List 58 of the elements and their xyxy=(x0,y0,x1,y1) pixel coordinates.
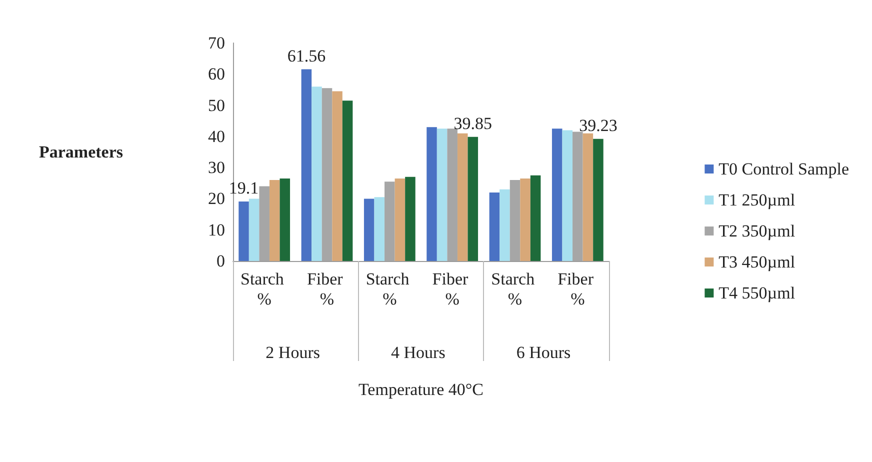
bar xyxy=(500,189,510,261)
y-tick-label: 50 xyxy=(208,96,225,115)
data-label: 39.85 xyxy=(454,114,492,133)
y-tick-label: 70 xyxy=(208,34,225,52)
bar xyxy=(447,128,458,261)
bar xyxy=(552,128,562,261)
legend-label: T1 250µml xyxy=(718,190,796,210)
bar xyxy=(593,138,604,261)
bar xyxy=(269,180,280,261)
y-tick-label: 20 xyxy=(208,189,225,208)
legend-label: T0 Control Sample xyxy=(718,160,850,178)
text: 4 Hours xyxy=(391,343,446,362)
bar xyxy=(248,198,260,261)
y-tick-label: 40 xyxy=(208,126,225,146)
legend-label: T4 550µml xyxy=(718,284,796,302)
x-tick-label: Starch % xyxy=(366,270,414,308)
data-label: 19.1 xyxy=(228,178,259,198)
y-tick-label: 30 xyxy=(208,158,225,178)
text: 6 Hours xyxy=(516,343,571,362)
bar xyxy=(582,133,594,261)
legend-label: T3 450µml xyxy=(718,252,796,272)
bar xyxy=(238,202,249,261)
bar xyxy=(457,133,468,261)
bar xyxy=(572,132,583,261)
bar xyxy=(520,178,530,261)
bar xyxy=(436,128,448,261)
y-tick-label: 60 xyxy=(208,64,225,84)
bar xyxy=(322,88,332,261)
bar xyxy=(301,69,312,261)
bar xyxy=(259,186,270,261)
bar xyxy=(530,175,541,261)
bar xyxy=(468,136,478,261)
bar xyxy=(510,180,520,261)
bar xyxy=(332,91,342,261)
bar xyxy=(384,182,395,261)
x-tick-label: Fiber % xyxy=(558,270,598,308)
y-tick-label: 10 xyxy=(208,220,225,240)
x-tick-label: Starch % xyxy=(240,270,288,308)
x-tick-label: Fiber % xyxy=(306,270,348,308)
bar xyxy=(280,178,290,261)
x-tick-label: Starch % xyxy=(491,270,539,308)
bar xyxy=(342,100,353,261)
y-tick-label: 0 xyxy=(216,252,225,270)
legend-label: T2 350µml xyxy=(718,222,796,240)
bar xyxy=(405,176,416,261)
text: 2 Hours xyxy=(266,343,320,362)
bar xyxy=(374,197,385,261)
bar xyxy=(312,86,322,261)
x-tick-label: Fiber % xyxy=(432,270,472,308)
bar xyxy=(426,127,437,261)
bar xyxy=(394,178,406,261)
data-label: 39.23 xyxy=(579,116,618,135)
y-axis-title: Parameters xyxy=(38,142,124,162)
x-axis-title: Temperature 40°C xyxy=(358,380,484,399)
data-label: 61.56 xyxy=(287,46,326,66)
bar xyxy=(364,198,374,261)
bar xyxy=(562,130,573,261)
bar xyxy=(489,192,500,261)
